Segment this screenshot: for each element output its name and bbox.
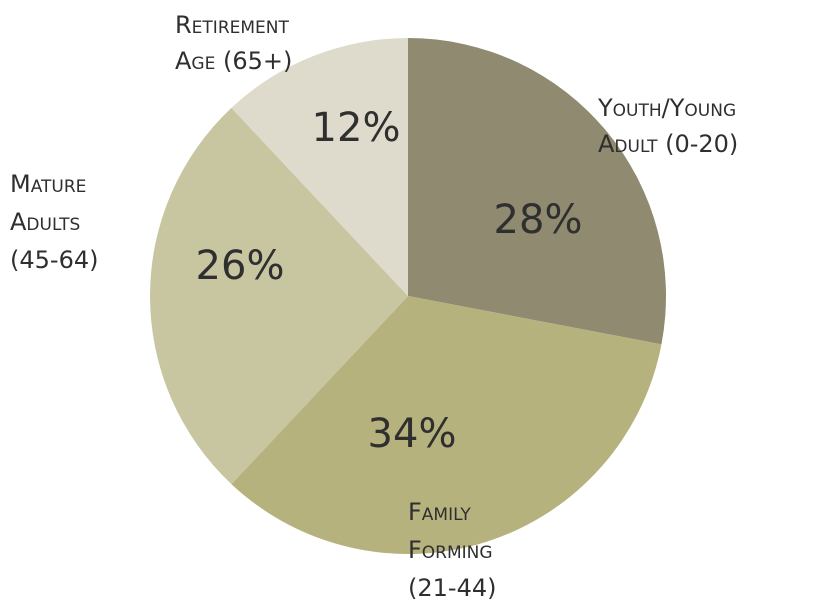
pie-slice-category-label-line: Adults (10, 208, 80, 236)
pie-slice-2 (231, 296, 662, 554)
pie-slice-category-label-line: Youth/Young (597, 94, 736, 122)
pie-slice-category-label-line: Retirement (175, 11, 289, 39)
pie-slice-category-label-line: Forming (408, 536, 493, 564)
pie-slice-category-label-line: (45-64) (10, 246, 98, 274)
pie-slice-category-label-line: Age (65+) (175, 47, 292, 75)
pie-slice-3 (150, 107, 409, 485)
pie-slice-category-label-line: Mature (10, 170, 86, 198)
pie-slice-percent-label: 12% (312, 105, 401, 151)
pie-slice-percent-label: 26% (196, 243, 285, 289)
pie-slice-category-label: Family Forming (21-44) (408, 498, 496, 602)
pie-slice-category-label: Youth/Young Adult (0-20) (597, 94, 738, 158)
pie-slice-category-label: Mature Adults (45-64) (10, 170, 98, 274)
pie-slice-category-label-line: Family (408, 498, 471, 526)
pie-slice-percent-label: 34% (368, 411, 457, 457)
pie-slice-4 (231, 38, 408, 296)
pie-slice-category-label-line: Adult (0-20) (598, 130, 738, 158)
pie-slice-1 (408, 38, 666, 345)
pie-slice-percent-label: 28% (494, 197, 583, 243)
pie-slice-category-label: Retirement Age (65+) (175, 11, 292, 75)
pie-slice-category-label-line: (21-44) (408, 574, 496, 602)
